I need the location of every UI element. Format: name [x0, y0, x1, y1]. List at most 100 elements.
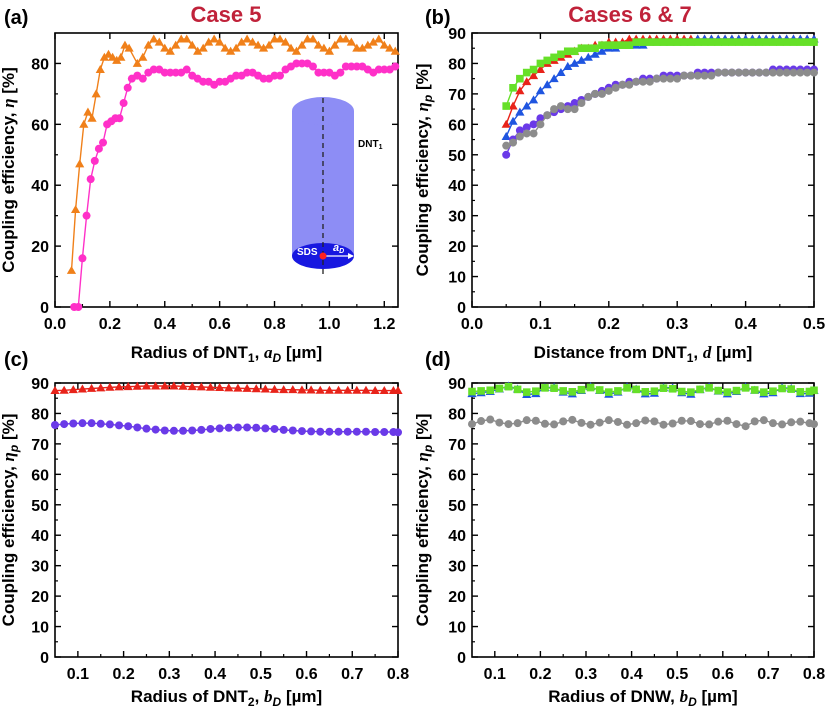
data-point-triangle	[343, 385, 353, 394]
data-point-circle	[796, 68, 805, 77]
data-point-circle	[232, 71, 241, 80]
data-point-square	[741, 384, 750, 392]
x-tick-label: 0.8	[387, 666, 409, 683]
data-point-circle	[160, 426, 169, 435]
data-point-triangle	[535, 86, 545, 95]
x-tick-label: 0.1	[484, 666, 506, 683]
data-point-circle	[741, 422, 750, 431]
data-point-triangle	[393, 386, 403, 395]
y-axis-symbol-sub: p	[421, 95, 435, 103]
data-point-square	[639, 38, 647, 46]
data-point-square	[732, 386, 741, 395]
data-point-square	[516, 74, 524, 83]
data-point-circle	[288, 426, 297, 435]
data-point-circle	[179, 426, 188, 435]
data-point-circle	[714, 417, 723, 426]
data-point-circle	[696, 420, 704, 429]
data-point-triangle	[224, 383, 234, 392]
y-axis-symbol-sub: p	[421, 445, 435, 453]
data-point-triangle	[132, 381, 142, 390]
data-point-triangle	[151, 381, 161, 390]
data-point-square	[755, 38, 764, 46]
data-point-triangle	[66, 265, 77, 274]
y-axis-unit: [%]	[413, 64, 432, 95]
data-point-circle	[197, 425, 206, 434]
data-point-triangle	[120, 40, 130, 49]
data-point-circle	[597, 89, 606, 98]
data-point-triangle	[374, 34, 384, 43]
data-point-circle	[613, 417, 622, 426]
y-tick-label: 0	[457, 300, 466, 317]
data-point-square	[495, 384, 504, 393]
data-point-circle	[734, 68, 743, 77]
data-point-triangle	[624, 34, 634, 43]
data-point-square	[536, 59, 545, 68]
y-tick-label: 80	[448, 406, 466, 423]
data-point-triangle	[308, 34, 318, 43]
data-point-circle	[171, 68, 180, 77]
data-point-circle	[668, 419, 677, 428]
data-point-circle	[215, 77, 224, 86]
y-tick-label: 60	[31, 117, 49, 134]
data-point-circle	[604, 416, 613, 425]
data-point-square	[789, 38, 798, 46]
data-point-circle	[787, 418, 796, 427]
data-point-square	[776, 38, 784, 46]
data-point-circle	[51, 421, 59, 430]
data-point-circle	[700, 71, 709, 80]
y-tick-label: 10	[448, 620, 466, 637]
x-axis-symbol: b	[264, 687, 273, 706]
x-tick-label: 0.7	[757, 666, 779, 683]
y-tick-label: 70	[31, 437, 49, 454]
x-tick-label: 0.8	[803, 666, 825, 683]
data-point-square	[486, 386, 495, 395]
x-tick-label: 0.4	[154, 316, 176, 333]
data-point-circle	[182, 65, 191, 74]
data-point-circle	[307, 427, 316, 436]
data-point-triangle	[169, 381, 179, 390]
data-point-circle	[714, 68, 723, 77]
data-point-square	[625, 41, 634, 49]
data-point-circle	[673, 74, 682, 83]
y-tick-label: 20	[31, 589, 49, 606]
data-point-triangle	[59, 385, 69, 394]
data-point-circle	[659, 74, 668, 83]
series-blue-triangles	[501, 34, 819, 140]
series-red-triangles	[50, 381, 403, 395]
y-axis-symbol: η	[0, 452, 18, 461]
data-point-square	[705, 384, 713, 392]
data-point-circle	[142, 424, 151, 433]
data-point-triangle	[291, 46, 302, 55]
data-point-square	[543, 56, 552, 65]
data-point-square	[687, 388, 695, 396]
panel-label: (a)	[4, 7, 28, 29]
panel-a: (a) Case 5 0.0 0.2 0.4 0.6 0.8 1.0 1.2 0 20 40 60 80 R…	[0, 2, 400, 365]
panel-b: (b) Cases 6 & 7 0.0 0.1 0.2 0.3 0.4 0.5 0 10 20 30 4…	[413, 2, 825, 365]
x-tick-label: 0.5	[803, 316, 825, 333]
data-point-triangle	[280, 37, 291, 46]
data-point-triangle	[251, 384, 261, 393]
data-point-square	[696, 385, 704, 394]
panel-c: (c) 0.1 0.2 0.3 0.4 0.5 0.6 0.7 0.8 0 10 20 30 40 50 60…	[0, 349, 409, 709]
y-axis-symbol: η	[0, 98, 18, 107]
data-point-square	[591, 44, 599, 53]
y-tick-label: 40	[31, 528, 49, 545]
x-axis-label-text: Radius of DNW	[548, 687, 672, 706]
series-grey-circles	[502, 68, 818, 150]
data-point-triangle	[297, 40, 307, 49]
data-point-triangle	[324, 46, 334, 55]
y-axis-unit: [%]	[0, 67, 18, 98]
data-point-triangle	[501, 119, 511, 128]
data-point-circle	[270, 424, 279, 433]
data-point-circle	[741, 68, 750, 77]
data-point-square	[805, 387, 814, 396]
data-point-triangle	[501, 131, 511, 140]
data-point-circle	[531, 416, 540, 425]
data-point-circle	[810, 420, 818, 429]
x-tick-label: 0.4	[620, 666, 642, 683]
x-axis-symbol-sub: D	[688, 695, 697, 709]
data-point-circle	[686, 417, 695, 426]
data-point-triangle	[112, 55, 122, 64]
data-point-triangle	[385, 43, 395, 52]
data-point-square	[659, 38, 668, 46]
